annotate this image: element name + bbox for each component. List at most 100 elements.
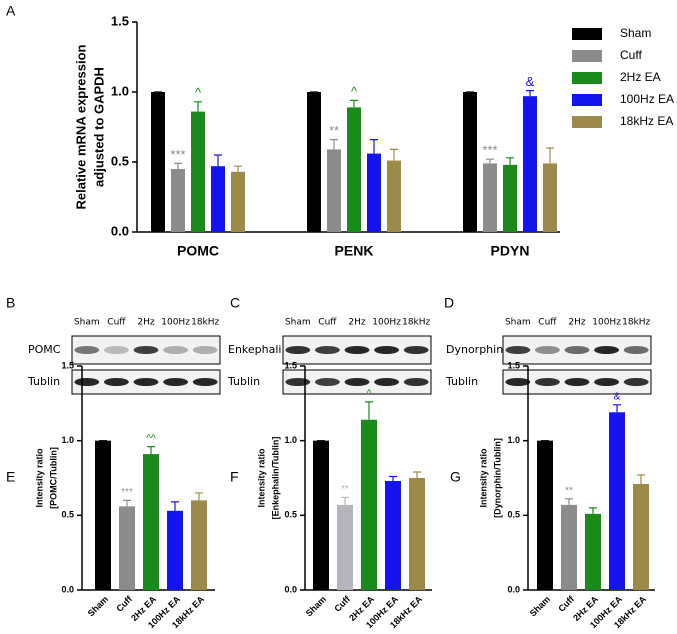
blot-band: [403, 378, 429, 386]
bar: [307, 92, 321, 232]
lane-label: Cuff: [538, 318, 557, 328]
y-tick-label: 1.5: [61, 360, 74, 370]
blot-band: [594, 346, 620, 354]
y-tick-label: 1.5: [507, 360, 520, 370]
error-bar: [613, 404, 621, 413]
lane-label: Sham: [74, 318, 100, 328]
blot-band: [103, 346, 129, 354]
bar: [409, 478, 425, 590]
error-bar: [123, 499, 131, 507]
legend-swatch: [572, 72, 602, 84]
blot-band: [74, 346, 100, 354]
x-tick-label: Sham: [86, 594, 110, 618]
lane-label: 2Hz: [137, 318, 154, 328]
bar: [337, 504, 353, 590]
y-tick-label: 0.0: [284, 584, 297, 594]
blot-band: [564, 346, 590, 354]
blot-band: [403, 346, 429, 354]
panel-label: E: [6, 469, 15, 485]
row-label: Dynorphin A: [446, 343, 515, 356]
lane-label: Sham: [505, 318, 531, 328]
lane-label: 100Hz: [161, 318, 190, 328]
bar: [361, 419, 377, 590]
x-tick-label: Cuff: [114, 593, 135, 614]
lane-label: Sham: [285, 318, 311, 328]
error-bar: [171, 501, 179, 511]
bar: [347, 107, 361, 232]
blot-band: [133, 346, 159, 354]
y-tick-label: 1.0: [507, 435, 520, 445]
lane-label: 18kHz: [402, 318, 430, 328]
bar: [151, 92, 165, 232]
legend-swatch: [572, 28, 602, 40]
bar: [313, 440, 329, 590]
y-tick-label: 0.0: [507, 584, 520, 594]
blot-band: [374, 378, 400, 386]
bar: [463, 92, 477, 232]
significance-mark: ***: [121, 487, 133, 498]
y-axis-label: [Dynorphin/Tublin]: [492, 438, 502, 518]
legend-swatch: [572, 116, 602, 128]
blot-band: [623, 346, 649, 354]
row-label: Tublin: [445, 375, 478, 388]
legend-label: Sham: [620, 26, 651, 40]
blot-band: [285, 378, 311, 386]
error-bar: [341, 496, 349, 505]
significance-mark: ***: [170, 147, 185, 162]
bar: [167, 510, 183, 590]
lane-label: 2Hz: [348, 318, 365, 328]
y-axis-label: adjusted to GAPDH: [91, 67, 106, 187]
blot-band: [374, 346, 400, 354]
x-tick-label: POMC: [177, 243, 219, 259]
significance-mark: ***: [482, 143, 497, 158]
blot-band: [314, 378, 340, 386]
panel-label: C: [230, 295, 240, 311]
significance-mark: &: [526, 74, 535, 89]
blot-band: [192, 378, 218, 386]
blot-band: [74, 378, 100, 386]
x-tick-label: PDYN: [491, 243, 530, 259]
error-bar: [486, 158, 494, 164]
bar: [523, 96, 537, 232]
y-axis-label: Intensity ratio: [478, 448, 488, 508]
row-label: Tublin: [27, 375, 60, 388]
bar: [231, 171, 245, 232]
blot-band: [564, 378, 590, 386]
y-tick-label: 1.5: [284, 360, 297, 370]
error-bar: [390, 148, 398, 161]
error-bar: [370, 139, 378, 154]
error-bar: [365, 401, 373, 420]
error-bar: [546, 147, 554, 164]
blot-band: [163, 378, 189, 386]
significance-mark: **: [341, 484, 349, 495]
error-bar: [195, 492, 203, 501]
blot-band: [534, 346, 560, 354]
y-axis-label: Relative mRNA expression: [73, 44, 88, 209]
y-tick-label: 1.0: [111, 83, 129, 98]
row-label: Enkephalin: [228, 343, 288, 356]
error-bar: [389, 475, 397, 481]
significance-mark: ^: [367, 388, 372, 399]
legend-label: Cuff: [620, 48, 642, 62]
bar: [385, 480, 401, 590]
y-tick-label: 0.5: [507, 510, 520, 520]
y-tick-label: 0.0: [61, 584, 74, 594]
bar: [211, 166, 225, 232]
y-tick-label: 0.5: [111, 153, 129, 168]
y-tick-label: 0.0: [111, 223, 129, 238]
error-bar: [174, 162, 182, 169]
blot-band: [534, 378, 560, 386]
error-bar: [330, 139, 338, 150]
row-label: Tublin: [227, 375, 260, 388]
blot-band: [623, 378, 649, 386]
bar: [609, 412, 625, 590]
blot-band: [344, 378, 370, 386]
y-axis-label: [POMC/Tublin]: [48, 447, 58, 509]
significance-mark: &: [614, 391, 621, 402]
legend-label: 100Hz EA: [620, 92, 674, 106]
bar: [191, 111, 205, 232]
blot-band: [285, 346, 311, 354]
significance-mark: ^: [195, 85, 202, 100]
bar: [191, 500, 207, 590]
